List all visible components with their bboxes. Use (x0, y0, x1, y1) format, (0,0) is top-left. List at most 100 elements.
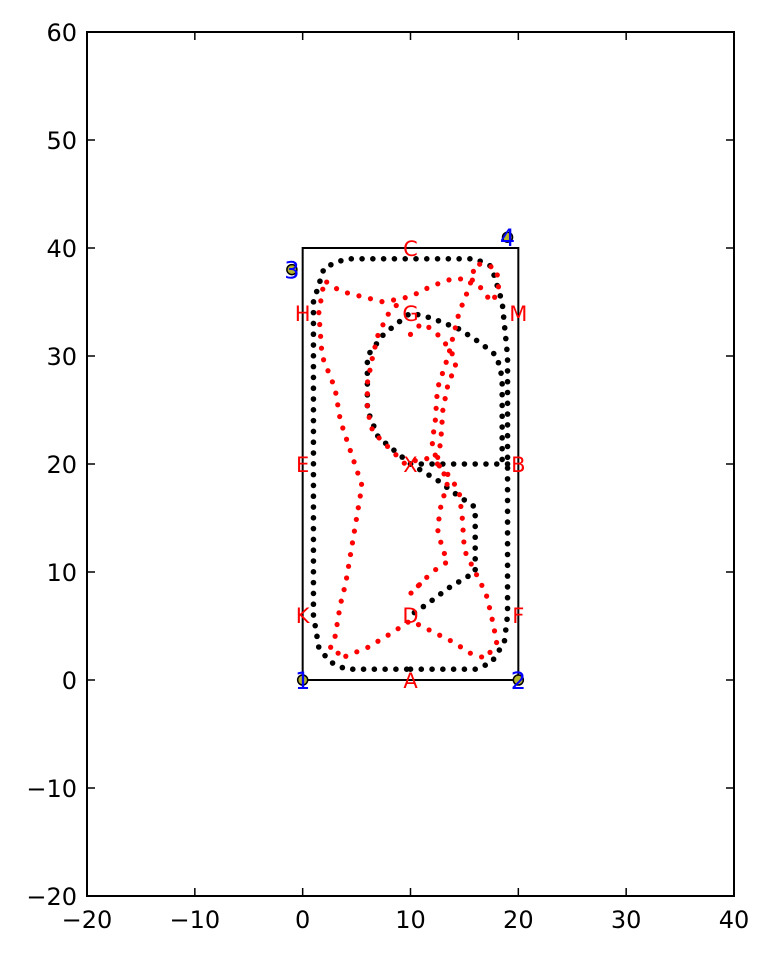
series-1-path-0-point-85 (351, 459, 357, 465)
series-0-path-1-point-39 (499, 391, 505, 398)
series-1-path-0-point-80 (335, 402, 341, 408)
series-1-path-0-point-68 (333, 286, 340, 292)
series-0-path-0-point-52 (413, 255, 419, 262)
series-1-path-0-point-90 (353, 516, 359, 523)
series-1-path-2-point-13 (408, 590, 414, 596)
series-0-path-1-point-43 (499, 435, 505, 441)
series-1-path-1-point-32 (393, 302, 399, 309)
series-1-path-0-point-19 (484, 593, 490, 599)
y-tick-label-1: −10 (26, 775, 77, 803)
series-1-path-0-point-45 (459, 302, 465, 308)
series-0-path-1-point-29 (435, 317, 442, 324)
series-1-path-0-point-67 (344, 290, 351, 296)
series-0-path-0-point-27 (504, 454, 511, 461)
series-1-path-0-point-17 (489, 616, 495, 622)
series-0-path-0-point-48 (456, 255, 462, 262)
series-0-path-0-point-60 (328, 261, 334, 268)
series-1-path-0-point-4 (385, 632, 391, 638)
series-0-path-0-point-19 (504, 540, 511, 547)
series-0-path-0-point-91 (310, 590, 317, 597)
series-0-path-2-point-0 (407, 461, 414, 467)
point-label-D: D (402, 604, 418, 628)
series-1-path-1-point-29 (375, 332, 381, 339)
series-1-path-1-point-9 (442, 396, 448, 402)
series-1-path-1-point-3 (435, 332, 441, 338)
series-0-path-1-point-41 (499, 413, 505, 420)
series-0-path-0-point-39 (501, 325, 508, 331)
corner-label-1: 1 (295, 667, 310, 695)
series-0-path-0-point-35 (504, 368, 511, 374)
series-0-path-0-point-77 (310, 439, 317, 446)
series-0-path-0-point-98 (329, 660, 336, 666)
series-0-path-0-point-78 (310, 450, 317, 456)
series-1-path-0-point-102 (335, 650, 341, 656)
series-0-path-1-point-27 (415, 311, 421, 318)
series-0-path-0-point-36 (504, 357, 511, 363)
series-0-path-2-point-16 (446, 584, 453, 591)
series-0-path-0-point-70 (310, 363, 317, 370)
series-0-path-0-point-58 (348, 255, 355, 262)
series-1-path-0-point-89 (355, 505, 361, 511)
series-1-path-0-point-66 (356, 293, 362, 299)
series-0-path-0-point-61 (320, 268, 326, 274)
series-1-path-0-point-76 (320, 357, 327, 363)
series-0-path-0-point-54 (391, 255, 398, 262)
series-1-path-1-point-15 (424, 456, 430, 462)
series-1-path-0-point-72 (316, 310, 322, 316)
series-0-path-2-point-10 (472, 534, 479, 541)
series-0-path-2-point-14 (465, 573, 471, 580)
series-0-path-0-point-50 (434, 255, 441, 262)
series-0-path-1-point-28 (425, 314, 432, 321)
series-1-path-0-point-50 (488, 264, 494, 270)
series-0-path-0-point-67 (310, 331, 317, 338)
series-1-path-2-point-3 (441, 493, 447, 499)
series-1-path-2-point-9 (442, 560, 449, 566)
y-tick-label-8: 60 (46, 19, 77, 47)
series-1-path-1-point-13 (437, 443, 443, 449)
series-0-path-0-point-92 (310, 601, 317, 608)
series-1-path-0-point-20 (479, 582, 485, 588)
corner-marker-1 (296, 674, 309, 686)
series-1-path-0-point-29 (451, 481, 458, 487)
series-1-path-0-point-42 (449, 336, 456, 342)
series-0-path-0-point-28 (504, 443, 511, 450)
series-1-path-0-point-43 (452, 325, 458, 331)
series-0-path-1-point-34 (482, 344, 489, 350)
series-1-path-0-point-82 (340, 425, 346, 431)
point-label-M: M (509, 302, 527, 326)
series-1-path-0-point-58 (446, 277, 452, 283)
series-1-path-0-point-21 (473, 572, 480, 578)
series-0-path-0-point-1 (418, 666, 425, 672)
y-tick-label-3: 10 (46, 559, 77, 587)
boundary-rectangle (301, 247, 520, 681)
series-1-path-0-point-92 (349, 540, 356, 546)
series-1-path-2-point-6 (435, 528, 441, 534)
series-1-path-2-point-10 (433, 566, 439, 573)
series-1-path-1-point-10 (440, 407, 446, 413)
series-0-path-1-point-4 (461, 461, 468, 467)
series-0-path-0-point-22 (504, 508, 511, 515)
series-1-path-0-point-65 (367, 296, 374, 302)
series-0-path-0-point-5 (461, 666, 468, 672)
series-1-path-1-point-17 (401, 460, 407, 466)
series-1-path-0-point-1 (354, 649, 360, 655)
series-1-path-2-point-8 (441, 550, 447, 557)
series-1-path-0-point-33 (429, 441, 435, 447)
series-0-path-2-point-2 (426, 472, 432, 478)
series-0-path-0-point-87 (310, 547, 317, 554)
series-0-path-0-point-11 (502, 627, 509, 633)
series-0-path-1-point-45 (499, 456, 505, 463)
series-0-path-0-point-105 (403, 666, 410, 672)
series-1-path-0-point-37 (434, 393, 440, 400)
series-0-path-0-point-86 (310, 536, 317, 543)
series-1-path-0-point-24 (461, 539, 467, 545)
series-0-path-0-point-40 (500, 314, 507, 320)
x-tick-label-3: 10 (395, 906, 426, 934)
series-1-path-0-point-62 (402, 295, 408, 301)
series-0-path-0-point-62 (317, 278, 323, 285)
series-1-path-0-point-14 (487, 649, 493, 655)
series-0-path-0-point-72 (310, 385, 317, 392)
series-0-path-0-point-66 (310, 320, 317, 327)
series-0-path-0-point-7 (482, 662, 489, 668)
